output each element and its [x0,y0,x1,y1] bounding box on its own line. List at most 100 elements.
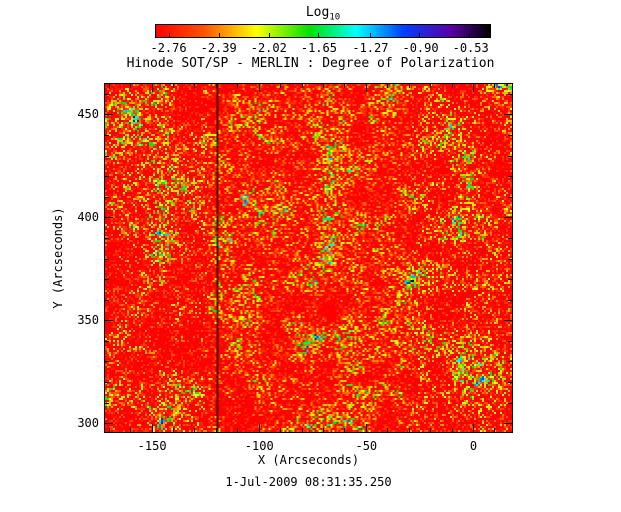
tick-mark [430,84,432,88]
tick-mark [105,279,109,281]
tick-mark [344,428,346,432]
tick-mark [504,423,512,425]
tick-mark [105,382,109,384]
tick-mark [301,428,303,432]
tick-mark [322,84,324,88]
y-tick-label: 450 [77,106,99,121]
tick-mark [508,279,512,281]
colorbar-tick [268,33,270,37]
tick-mark [408,428,410,432]
tick-mark [494,428,496,432]
tick-mark [105,155,109,157]
tick-mark [504,114,512,116]
colorbar-tick [218,33,220,37]
tick-mark [105,93,109,95]
tick-mark [472,424,474,432]
tick-mark [504,217,512,219]
tick-mark [130,428,132,432]
tick-mark [280,84,282,88]
tick-mark [451,428,453,432]
colorbar-title: Log10 [155,5,491,23]
tick-mark [508,402,512,404]
heatmap-canvas [105,84,512,432]
colorbar-title-sub: 10 [329,12,341,23]
tick-mark [472,84,474,92]
tick-mark [215,428,217,432]
tick-mark [173,428,175,432]
tick-mark [365,84,367,92]
tick-mark [508,176,512,178]
x-tick-label: -50 [355,439,378,453]
tick-mark [508,93,512,95]
tick-mark [194,428,196,432]
x-tick-label: -100 [244,439,274,453]
colorbar-tick [419,33,421,37]
tick-mark [130,84,132,88]
colorbar-tick [369,33,371,37]
tick-mark [430,428,432,432]
plot-area [104,83,513,433]
tick-mark [280,428,282,432]
colorbar [155,24,491,38]
tick-mark [301,84,303,88]
tick-mark [508,237,512,239]
tick-mark [387,428,389,432]
colorbar-tick-label: -1.27 [352,41,389,55]
tick-mark [105,134,109,136]
tick-mark [173,84,175,88]
x-tick-label: 0 [469,439,478,453]
tick-mark [105,423,113,425]
tick-mark [494,84,496,88]
tick-mark [151,84,153,92]
colorbar-tick [318,33,320,37]
colorbar-tick-label: -2.02 [250,41,287,55]
colorbar-tick-label: -1.65 [300,41,337,55]
tick-mark [194,84,196,88]
x-axis-label: X (Arcseconds) [257,453,360,467]
tick-mark [105,299,109,301]
colorbar-tick [168,33,170,37]
tick-mark [258,424,260,432]
tick-mark [105,320,113,322]
tick-mark [365,424,367,432]
tick-mark [504,320,512,322]
tick-mark [105,361,109,363]
colorbar-gradient [156,25,490,37]
tick-mark [258,84,260,92]
tick-mark [108,428,110,432]
colorbar-tick-label: -0.53 [452,41,489,55]
tick-mark [108,84,110,88]
tick-mark [105,258,109,260]
tick-mark [151,424,153,432]
y-tick-label: 350 [77,312,99,327]
tick-mark [508,382,512,384]
colorbar-tick [469,33,471,37]
tick-mark [237,84,239,88]
colorbar-tick-label: -2.76 [150,41,187,55]
tick-mark [105,217,113,219]
tick-mark [215,84,217,88]
tick-mark [508,340,512,342]
tick-mark [105,176,109,178]
tick-mark [105,237,109,239]
tick-mark [508,299,512,301]
tick-mark [105,114,113,116]
tick-mark [322,428,324,432]
tick-mark [408,84,410,88]
tick-mark [105,402,109,404]
tick-mark [387,84,389,88]
tick-mark [508,258,512,260]
colorbar-tick-label: -0.90 [402,41,439,55]
tick-mark [344,84,346,88]
y-tick-label: 400 [77,209,99,224]
colorbar-tick-label: -2.39 [200,41,237,55]
y-tick-label: 300 [77,415,99,430]
tick-mark [237,428,239,432]
colorbar-title-main: Log [305,5,330,20]
tick-mark [105,196,109,198]
timestamp: 1-Jul-2009 08:31:35.250 [225,475,392,489]
tick-mark [508,361,512,363]
x-tick-label: -150 [137,439,167,453]
tick-mark [508,196,512,198]
